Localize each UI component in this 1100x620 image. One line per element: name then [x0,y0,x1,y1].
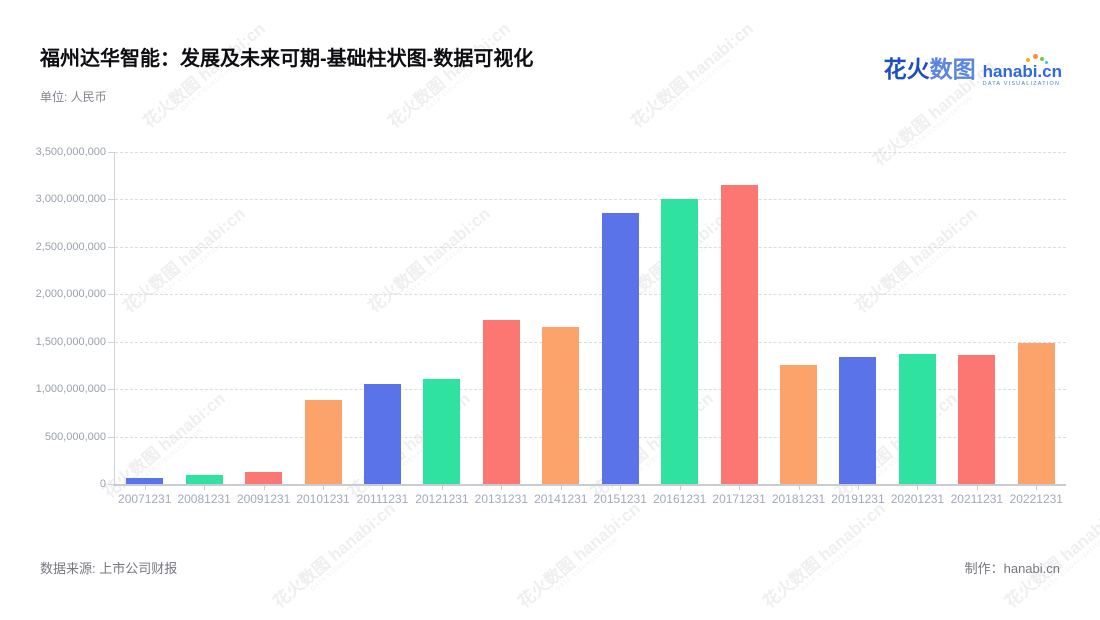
bar-20171231 [720,185,758,484]
x-axis-tick [1036,486,1038,490]
bar-20161231 [661,199,699,484]
y-axis-tick [108,389,114,391]
y-axis-tick [108,199,114,201]
bar-20221231 [1017,343,1055,484]
y-axis-tick [108,152,114,153]
x-axis-tick [382,486,384,490]
y-axis-tick [108,436,114,438]
x-axis-tick [263,486,265,490]
x-axis-tick [323,486,325,490]
x-axis-tick [857,486,859,490]
y-axis-label: 2,000,000,000 [35,288,106,301]
x-axis-tick [739,486,741,490]
gridline [115,294,1066,296]
y-axis-tick [108,341,114,343]
bar-20131231 [482,320,520,484]
x-axis-label: 20091231 [236,492,291,506]
gridline [115,199,1066,201]
y-axis-label: 1,500,000,000 [35,335,106,348]
y-axis-label: 500,000,000 [44,430,106,443]
x-axis-tick [620,486,622,490]
x-axis-label: 20211231 [950,492,1004,506]
bar-20181231 [780,365,818,484]
y-axis-label: 3,500,000,000 [35,146,106,158]
bar-20141231 [542,327,580,484]
y-axis-label: 0 [99,478,106,490]
y-axis-line [114,152,115,484]
y-axis-label: 1,000,000,000 [35,383,106,396]
x-axis-tick [560,486,562,490]
x-axis-tick [976,486,978,490]
x-axis-tick [501,486,503,490]
x-axis-label: 20101231 [296,492,350,506]
page-title: 福州达华智能：发展及未来可期-基础柱状图-数据可视化 [40,48,534,70]
sparkle-icon [1026,54,1048,64]
bar-20081231 [185,475,223,484]
x-axis-label: 20181231 [771,492,826,506]
x-axis-tick [204,486,206,490]
gridline [115,152,1066,153]
bar-20101231 [304,400,342,484]
x-axis-tick [917,486,919,490]
logo-domain-block: hanabi.cn DATA VISUALIZATION [982,54,1062,87]
x-axis-tick [441,486,443,490]
x-axis-label: 20191231 [831,492,885,506]
bar-20191231 [839,357,877,484]
bar-20201231 [898,354,936,484]
bar-20091231 [245,472,283,484]
logo-tagline: DATA VISUALIZATION [982,81,1061,87]
gridline [115,436,1066,438]
bar-20111231 [363,384,401,484]
logo-domain: hanabi.cn [982,62,1062,81]
bar-20211231 [958,355,996,484]
credit-label: 制作：hanabi.cn [964,561,1060,576]
bar-20121231 [423,379,461,484]
y-axis-tick [108,246,114,248]
unit-label: 单位: 人民币 [40,90,107,104]
x-axis-tick [679,486,681,490]
data-source-label: 数据来源: 上市公司财报 [40,561,178,576]
bar-20071231 [126,478,164,484]
y-axis-label: 3,000,000,000 [35,193,106,206]
gridline [115,246,1066,248]
gridline [115,341,1066,343]
x-axis-label: 20221231 [1009,492,1063,506]
x-axis-label: 20151231 [593,492,647,506]
x-axis-tick [144,486,146,490]
x-axis-label: 20081231 [177,492,231,506]
x-axis-label: 20201231 [890,492,945,506]
x-axis-label: 20071231 [118,492,172,506]
x-axis-label: 20161231 [652,492,707,506]
x-axis-tick [798,486,800,490]
x-axis-label: 20141231 [534,492,588,506]
brand-logo: 花火数图 hanabi.cn DATA VISUALIZATION [883,54,1062,87]
x-axis-label: 20131231 [474,492,529,506]
y-axis-tick [108,484,114,485]
gridline [115,389,1066,391]
x-axis-line [113,484,1066,486]
y-axis-label: 2,500,000,000 [35,240,106,253]
x-axis-label: 20111231 [356,492,409,506]
x-axis-label: 20171231 [712,492,766,506]
y-axis-tick [108,294,114,296]
x-axis-label: 20121231 [415,492,469,506]
bar-20151231 [601,213,639,484]
logo-cn-text: 花火数图 [883,56,976,82]
